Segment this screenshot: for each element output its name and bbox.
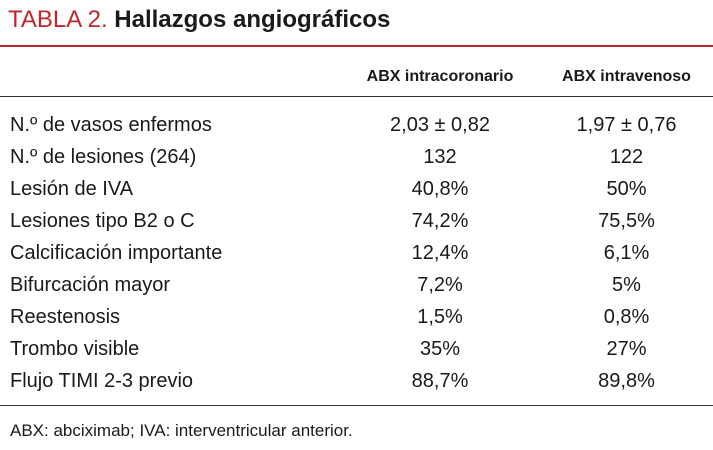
row-label: Flujo TIMI 2-3 previo (10, 369, 194, 392)
row-label: Calcificación importante (10, 241, 223, 264)
table-row: Bifurcación mayor 7,2% 5% (0, 269, 713, 301)
table-row: Trombo visible 35% 27% (0, 333, 713, 365)
cell-value: 6,1% (603, 241, 650, 264)
table-row: N.º de lesiones (264) 132 122 (0, 141, 713, 173)
cell-value: 89,8% (598, 369, 655, 392)
table-row: Reestenosis 1,5% 0,8% (0, 301, 713, 333)
cell-value: 7,2% (417, 273, 463, 296)
cell-value: 1,97 ± 0,76 (576, 113, 677, 136)
table-body: N.º de vasos enfermos 2,03 ± 0,82 1,97 ± 0… (0, 97, 713, 406)
table-row: Lesión de IVA 40,8% 50% (0, 173, 713, 205)
row-label: Lesión de IVA (10, 177, 134, 200)
table-row: Calcificación importante 12,4% 6,1% (0, 237, 713, 269)
cell-value: 0,8% (603, 305, 650, 328)
table-row: N.º de vasos enfermos 2,03 ± 0,82 1,97 ± 0… (0, 97, 713, 142)
cell-value: 27% (606, 337, 647, 360)
row-label: N.º de vasos enfermos (10, 113, 212, 136)
cell-value: 12,4% (411, 241, 469, 264)
row-label: Reestenosis (10, 305, 121, 328)
footnote: ABX: abciximab; IVA: interventricular an… (10, 421, 353, 440)
cell-value: 132 (423, 145, 457, 168)
cell-value: 40,8% (411, 177, 469, 200)
title-label: TABLA 2. (8, 6, 108, 33)
cell-value: 5% (612, 273, 641, 296)
header-row: ABX intracoronario ABX intravenoso (0, 58, 713, 97)
table-title: TABLA 2. Hallazgos angiográficos (8, 6, 390, 34)
cell-value: 75,5% (598, 209, 655, 232)
cell-value: 1,5% (417, 305, 463, 328)
cell-value: 74,2% (411, 209, 469, 232)
cell-value: 88,7% (411, 369, 469, 392)
findings-table: ABX intracoronario ABX intravenoso N.º d… (0, 58, 713, 406)
cell-value: 122 (609, 145, 644, 168)
title-rule (0, 45, 713, 47)
header-cell: ABX intracoronario (366, 68, 514, 85)
header-cell: ABX intravenoso (562, 68, 691, 85)
table-row: Flujo TIMI 2-3 previo 88,7% 89,8% (0, 365, 713, 406)
row-label: Lesiones tipo B2 o C (10, 209, 195, 232)
row-label: Trombo visible (10, 337, 140, 360)
title-text: Hallazgos angiográficos (114, 6, 391, 33)
cell-value: 50% (606, 177, 647, 200)
row-label: N.º de lesiones (264) (10, 145, 197, 168)
row-label: Bifurcación mayor (10, 273, 171, 296)
header-cell (0, 58, 340, 97)
cell-value: 35% (419, 337, 461, 360)
table-row: Lesiones tipo B2 o C 74,2% 75,5% (0, 205, 713, 237)
cell-value: 2,03 ± 0,82 (390, 113, 490, 136)
